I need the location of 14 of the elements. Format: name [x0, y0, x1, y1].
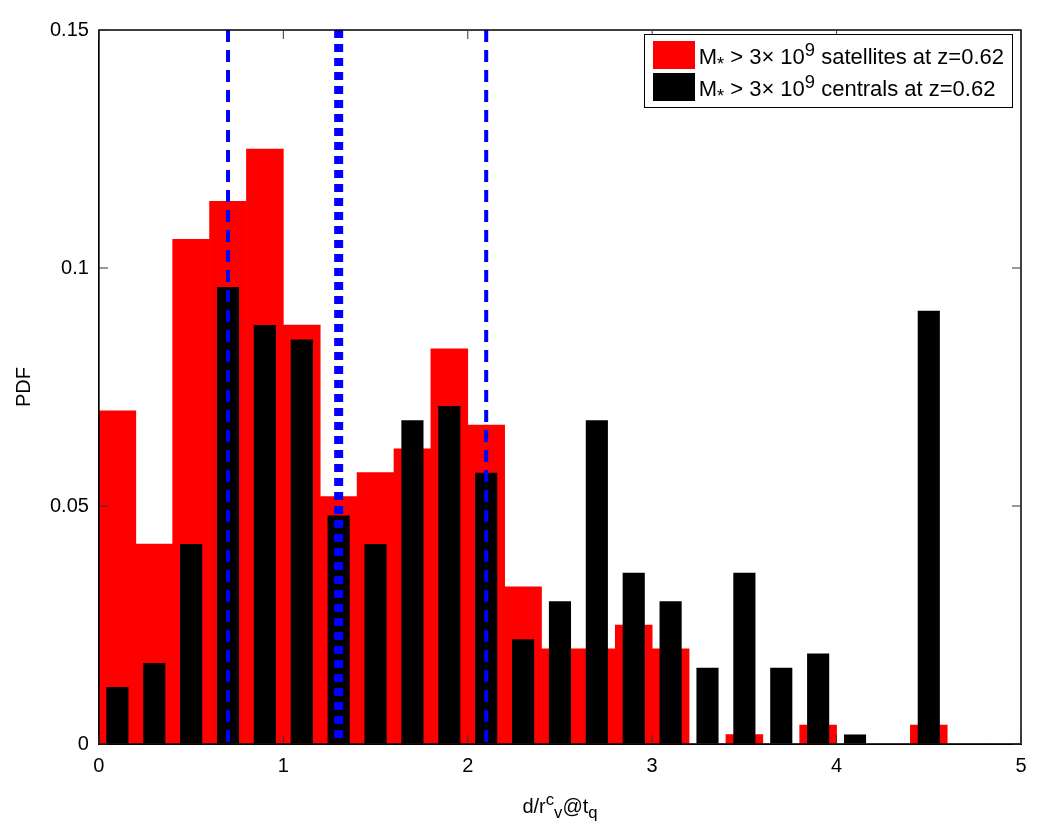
x-axis-title: d/r$^{c}$$_{v}$@t$_{q}$	[522, 790, 598, 823]
y-tick-label: 0.1	[61, 255, 89, 278]
x-tick-label: 1	[277, 753, 289, 776]
x-tick-label: 2	[462, 753, 474, 776]
legend-label: M$_{*}$ > 3× 10$^{9}$ satellites at z=0.62	[698, 39, 1004, 74]
x-tick-label: 5	[1015, 753, 1027, 776]
x-tick-label: 0	[93, 753, 105, 776]
legend-label: M$_{*}$ > 3× 10$^{9}$ centrals at z=0.62	[698, 71, 996, 106]
y-tick-label: 0	[77, 731, 89, 754]
y-tick-label: 0.15	[49, 17, 89, 40]
x-tick-label: 4	[831, 753, 843, 776]
y-axis-title: PDF	[11, 367, 34, 407]
x-tick-label: 3	[646, 753, 658, 776]
y-tick-label: 0.05	[49, 493, 89, 516]
